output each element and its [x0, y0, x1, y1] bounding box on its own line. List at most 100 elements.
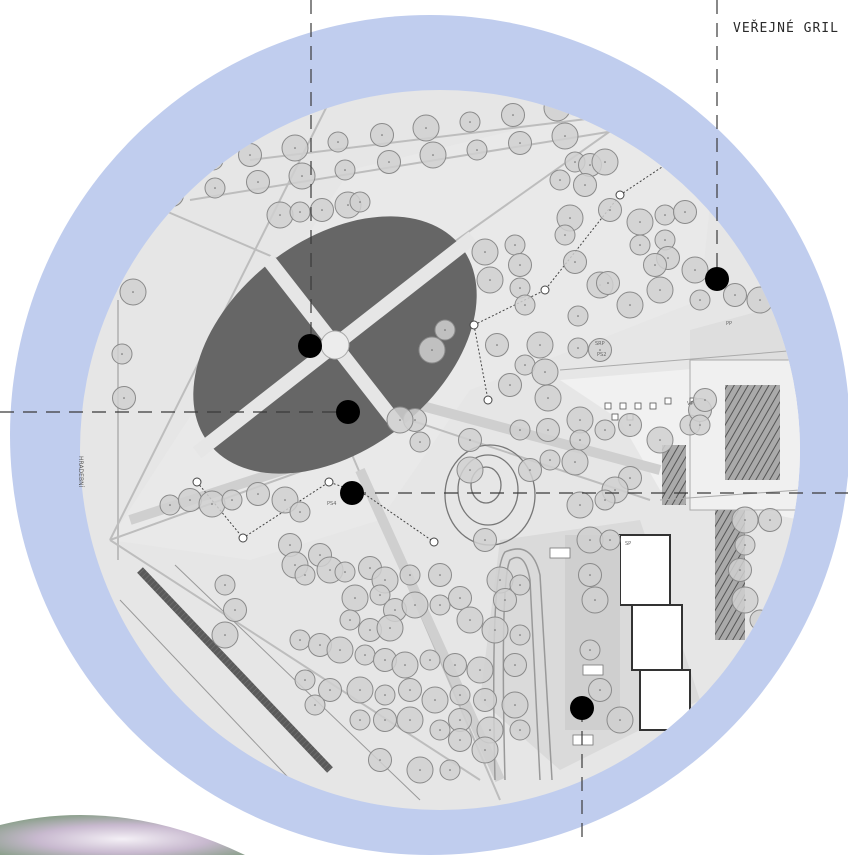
tree-center-dot [294, 147, 296, 149]
tree-center-dot [431, 349, 433, 351]
tree-center-dot [449, 769, 451, 771]
tree-center-dot [409, 574, 411, 576]
tree-center-dot [301, 175, 303, 177]
tree-center-dot [484, 251, 486, 253]
tree-center-dot [294, 564, 296, 566]
tree-center-dot [389, 627, 391, 629]
tree-center-dot [231, 499, 233, 501]
tree-center-dot [279, 214, 281, 216]
tree-center-dot [459, 597, 461, 599]
tree-center-dot [614, 489, 616, 491]
tree-center-dot [469, 439, 471, 441]
tree-center-dot [459, 719, 461, 721]
tree-center-dot [189, 499, 191, 501]
tree-center-dot [419, 441, 421, 443]
tree-center-dot [519, 429, 521, 431]
tree-center-dot [384, 659, 386, 661]
tree-center-dot [744, 599, 746, 601]
tree-center-dot [547, 429, 549, 431]
tree-center-dot [744, 544, 746, 546]
tree-center-dot [514, 244, 516, 246]
tree-center-dot [659, 439, 661, 441]
tree-center-dot [432, 154, 434, 156]
label-ps2: PS2 [597, 352, 606, 358]
tree-center-dot [329, 689, 331, 691]
tree-center-dot [344, 169, 346, 171]
marker-2[interactable] [336, 400, 360, 424]
tree-center-dot [589, 164, 591, 166]
tree-center-dot [121, 353, 123, 355]
marker-4[interactable] [705, 267, 729, 291]
tree-center-dot [599, 689, 601, 691]
tree-center-dot [519, 634, 521, 636]
tree-center-dot [659, 289, 661, 291]
tree-center-dot [504, 599, 506, 601]
tree-center-dot [384, 694, 386, 696]
tree-center-dot [409, 689, 411, 691]
tree-center-dot [577, 347, 579, 349]
tree-center-dot [579, 419, 581, 421]
tree-center-dot [684, 211, 686, 213]
tree-center-dot [289, 544, 291, 546]
tree-center-dot [496, 344, 498, 346]
tree-center-dot [354, 597, 356, 599]
tree-center-dot [379, 594, 381, 596]
tree-center-dot [214, 187, 216, 189]
tree-center-dot [429, 659, 431, 661]
tree-center-dot [574, 461, 576, 463]
tree-center-dot [559, 179, 561, 181]
tree-center-dot [629, 304, 631, 306]
tree-center-dot [694, 269, 696, 271]
tree-center-dot [349, 619, 351, 621]
tree-center-dot [304, 574, 306, 576]
tree-center-dot [344, 571, 346, 573]
marker-1[interactable] [298, 334, 322, 358]
tree-center-dot [339, 649, 341, 651]
tree-center-dot [489, 279, 491, 281]
tree-center-dot [425, 127, 427, 129]
tree-center-dot [369, 567, 371, 569]
tree-center-dot [739, 569, 741, 571]
marker-3[interactable] [340, 481, 364, 505]
tree-center-dot [599, 349, 601, 351]
tree-center-dot [524, 364, 526, 366]
tree-center-dot [664, 239, 666, 241]
tree-center-dot [519, 729, 521, 731]
tree-center-dot [519, 287, 521, 289]
tree-center-dot [388, 161, 390, 163]
tree-center-dot [579, 439, 581, 441]
tree-center-dot [234, 609, 236, 611]
tree-center-dot [484, 699, 486, 701]
tree-center-dot [589, 574, 591, 576]
tree-center-dot [257, 181, 259, 183]
tree-center-dot [479, 669, 481, 671]
tree-center-dot [699, 424, 701, 426]
tree-center-dot [589, 649, 591, 651]
public-grill-label: VEŘEJNÉ GRIL [733, 21, 839, 36]
tree-center-dot [514, 664, 516, 666]
tree-center-dot [519, 264, 521, 266]
tree-center-dot [224, 634, 226, 636]
tree-center-dot [123, 397, 125, 399]
tree-center-dot [594, 599, 596, 601]
tree-center-dot [539, 344, 541, 346]
label-ps4: PS4 [327, 501, 336, 507]
tree-center-dot [284, 499, 286, 501]
tree-center-dot [574, 261, 576, 263]
tree-center-dot [529, 469, 531, 471]
tree-center-dot [744, 519, 746, 521]
tree-center-dot [607, 282, 609, 284]
tree-center-dot [439, 574, 441, 576]
tree-layer [111, 94, 782, 784]
label-pp: PP [726, 321, 732, 327]
markers [298, 267, 729, 720]
tree-center-dot [314, 704, 316, 706]
label-sp: SP [625, 541, 631, 547]
tree-center-dot [667, 257, 669, 259]
tree-center-dot [584, 184, 586, 186]
tree-center-dot [299, 511, 301, 513]
marker-5[interactable] [570, 696, 594, 720]
tree-center-dot [304, 679, 306, 681]
